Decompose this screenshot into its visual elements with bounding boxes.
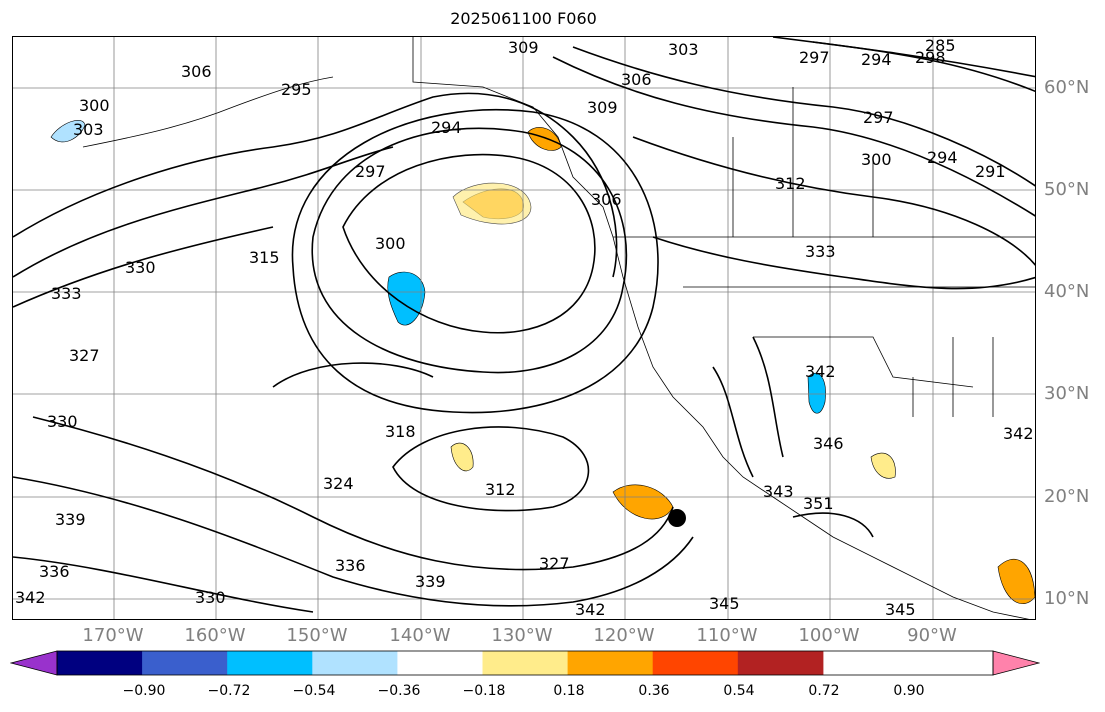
contour-label: 315 <box>249 248 280 267</box>
contour-label: 342 <box>805 362 836 381</box>
contour-label: 300 <box>375 234 406 253</box>
contour-label: 294 <box>431 118 462 137</box>
contour-label: 291 <box>975 162 1006 181</box>
contour-label: 294 <box>927 148 958 167</box>
contour-label: 336 <box>335 556 366 575</box>
colorbar-tick-label: −0.54 <box>292 683 336 699</box>
colorbar-tick-label: 0.90 <box>893 683 925 699</box>
contour-label: 300 <box>861 150 892 169</box>
contour-label: 318 <box>385 422 416 441</box>
lat-label: 60°N <box>1044 77 1090 98</box>
contour-label: 298 <box>915 48 946 67</box>
contour-label: 309 <box>508 38 539 57</box>
patch-yellow-se <box>870 452 896 479</box>
lon-label: 160°W <box>184 625 246 646</box>
lon-label: 120°W <box>593 625 655 646</box>
lat-label: 40°N <box>1044 281 1090 302</box>
contour-label: 306 <box>181 62 212 81</box>
contour-label: 336 <box>39 562 70 581</box>
contour-label: 309 <box>587 98 618 117</box>
colorbar-tick-label: −0.36 <box>377 683 421 699</box>
contour-label: 297 <box>863 108 894 127</box>
colorbar-segment <box>567 651 654 675</box>
patch-orange-mexico <box>612 484 674 520</box>
contour-label: 294 <box>861 50 892 69</box>
contour-label: 330 <box>125 258 156 277</box>
colorbar-segment <box>652 651 739 675</box>
contour-label: 306 <box>591 190 622 209</box>
contour-label: 333 <box>51 284 82 303</box>
colorbar-tick-label: 0.54 <box>723 683 755 699</box>
map-panel: 309 303 306 297 294 285 298 297 294 291 … <box>12 36 1036 620</box>
contour-label: 300 <box>79 96 110 115</box>
lon-label: 90°W <box>907 625 957 646</box>
contour-label: 303 <box>668 40 699 59</box>
patch-blue-nwpac <box>50 120 86 143</box>
colorbar-segment <box>737 651 824 675</box>
contour-label: 297 <box>355 162 386 181</box>
contour-label: 303 <box>73 120 104 139</box>
contour-label: 342 <box>15 588 46 607</box>
patch-blue-mex <box>807 372 826 414</box>
colorbar <box>10 650 1040 676</box>
lat-label: 30°N <box>1044 383 1090 404</box>
colorbar-tick-label: 0.18 <box>553 683 585 699</box>
lon-label: 110°W <box>696 625 758 646</box>
contour-label: 330 <box>195 588 226 607</box>
colorbar-tick-label: 0.72 <box>808 683 840 699</box>
colorbar-tick-label: −0.72 <box>207 683 251 699</box>
lon-label: 150°W <box>286 625 348 646</box>
contour-label: 312 <box>485 480 516 499</box>
patch-orange-alaska <box>527 127 562 151</box>
contour-label: 333 <box>805 242 836 261</box>
lat-label: 50°N <box>1044 179 1090 200</box>
contour-label: 285 <box>925 37 956 55</box>
contour-label: 342 <box>1003 424 1034 443</box>
colorbar-tick-label: 0.36 <box>638 683 670 699</box>
graticule <box>13 37 1035 619</box>
colorbar-segment <box>227 651 313 675</box>
colorbar-segment <box>142 651 228 675</box>
contour-label: 346 <box>813 434 844 453</box>
colorbar-tick-label: −0.18 <box>462 683 506 699</box>
cyclone-center-dot <box>668 509 686 527</box>
contour-label: 295 <box>281 80 312 99</box>
patch-yellow-central <box>450 442 474 472</box>
contour-label: 312 <box>775 174 806 193</box>
map-title: 2025061100 F060 <box>450 9 597 28</box>
contour-label: 343 <box>763 482 794 501</box>
lat-label: 20°N <box>1044 486 1090 507</box>
colorbar-segment <box>57 651 143 675</box>
colorbar-segment <box>312 651 398 675</box>
patch-yellow-gulf <box>452 182 532 225</box>
contour-label-layer: 309 303 306 297 294 285 298 297 294 291 … <box>15 37 1034 619</box>
lon-label: 140°W <box>389 625 451 646</box>
contour-label: 339 <box>415 572 446 591</box>
map-canvas: 309 303 306 297 294 285 298 297 294 291 … <box>13 37 1035 619</box>
contour-label: 345 <box>885 600 916 619</box>
lon-label: 130°W <box>491 625 553 646</box>
shading-layer <box>50 120 1035 604</box>
contour-label: 342 <box>575 600 606 619</box>
colorbar-segment <box>397 651 483 675</box>
contours <box>13 37 1035 613</box>
lat-label: 10°N <box>1044 588 1090 609</box>
contour-label: 330 <box>47 412 78 431</box>
lon-label: 100°W <box>798 625 860 646</box>
contour-label: 327 <box>539 554 570 573</box>
colorbar-segment <box>482 651 569 675</box>
contour-label: 306 <box>621 70 652 89</box>
lon-label: 170°W <box>82 625 144 646</box>
colorbar-tick-label: −0.90 <box>122 683 166 699</box>
patch-blue-lowpac <box>387 271 426 326</box>
contour-label: 345 <box>709 594 740 613</box>
patch-yellow-sw <box>997 559 1035 604</box>
contour-label: 339 <box>55 510 86 529</box>
contour-label: 297 <box>799 48 830 67</box>
contour-label: 324 <box>323 474 354 493</box>
contour-label: 351 <box>803 494 834 513</box>
contour-label: 327 <box>69 346 100 365</box>
